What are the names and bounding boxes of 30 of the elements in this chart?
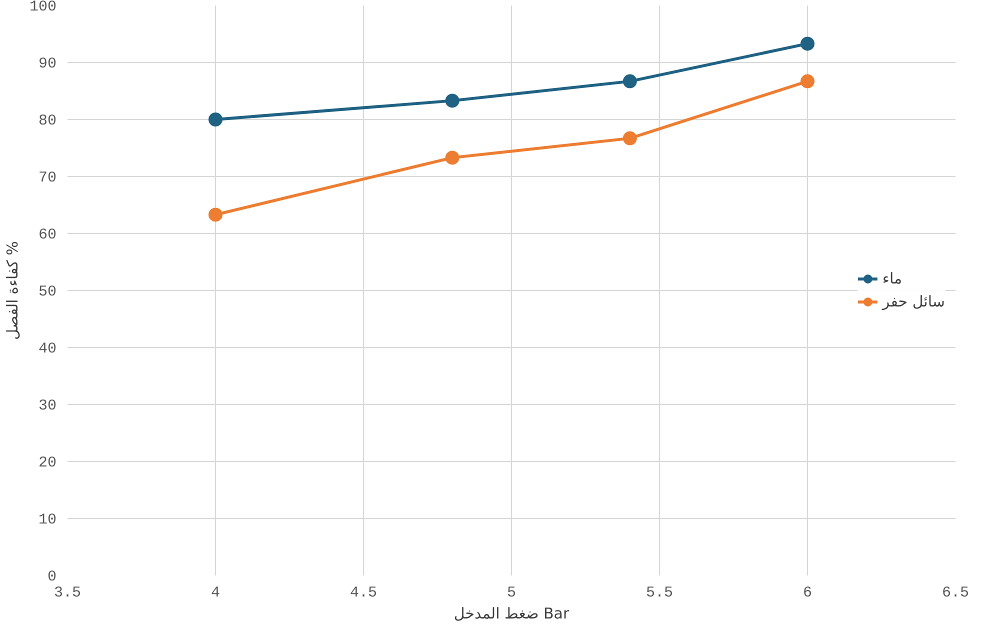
x-tick-label: 3.5 — [54, 584, 82, 602]
point — [622, 74, 637, 88]
y-tick-label: 50 — [38, 284, 57, 300]
y-tick-label: 0 — [48, 568, 57, 586]
y-tick-label: 60 — [38, 226, 57, 244]
point — [622, 131, 637, 146]
y-tick-label: 90 — [38, 56, 57, 72]
point — [208, 112, 222, 126]
y-axis-title: كفاءة الفصل % — [3, 241, 22, 340]
x-tick-label: 6.5 — [942, 584, 970, 602]
point — [208, 208, 222, 222]
legend-label: سائل حفر — [882, 292, 945, 310]
point — [800, 36, 814, 51]
point — [800, 74, 814, 88]
x-tick-label: 6 — [803, 584, 812, 602]
point — [445, 150, 460, 165]
y-tick-label: 100 — [29, 0, 57, 16]
x-tick-label: 5 — [507, 584, 516, 602]
y-tick-label: 10 — [38, 512, 57, 528]
legend-label: ماء — [882, 270, 902, 288]
x-tick-label: 5.5 — [646, 584, 674, 602]
y-tick-label: 30 — [38, 398, 57, 414]
x-tick-label: 4.5 — [350, 584, 378, 602]
y-tick-label: 80 — [38, 112, 57, 130]
y-tick-label: 40 — [38, 340, 57, 358]
x-tick-label: 4 — [211, 584, 220, 602]
point — [445, 94, 460, 108]
y-tick-label: 70 — [38, 170, 57, 186]
x-axis-title: ضغط المدخل Bar — [454, 604, 570, 622]
y-tick-label: 20 — [38, 454, 57, 472]
